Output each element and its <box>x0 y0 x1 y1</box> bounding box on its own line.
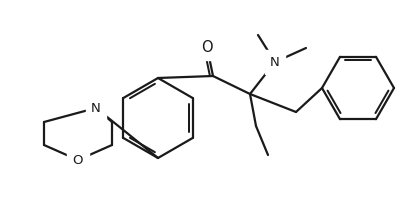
Text: N: N <box>269 55 279 69</box>
Text: O: O <box>201 39 212 54</box>
Text: N: N <box>91 102 101 114</box>
Text: O: O <box>73 153 83 167</box>
